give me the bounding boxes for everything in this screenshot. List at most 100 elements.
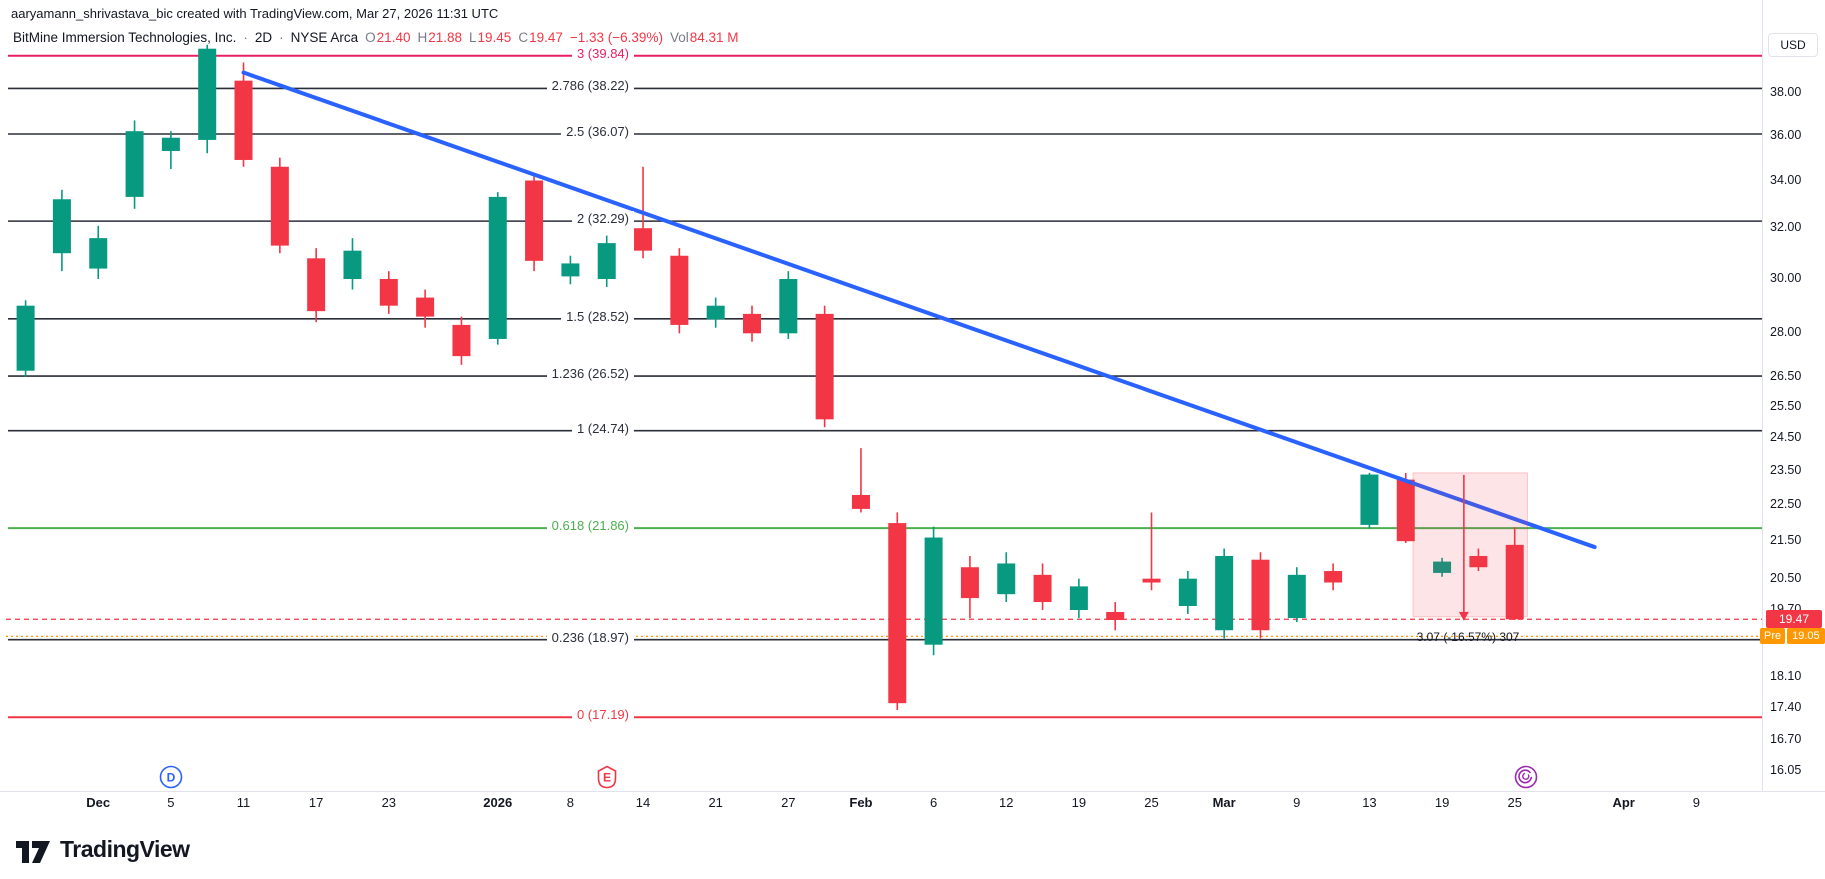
candle-body xyxy=(125,131,144,197)
candle-body xyxy=(1396,479,1415,542)
time-tick-label: 25 xyxy=(1144,795,1159,810)
time-tick-label: 25 xyxy=(1507,795,1522,810)
candle-body xyxy=(452,324,471,357)
candle-body xyxy=(597,243,616,280)
candle-body xyxy=(1251,559,1270,631)
candle-body xyxy=(997,563,1016,595)
change-value: −1.33 (−6.39%) xyxy=(569,30,663,45)
low-value: L 19.45 xyxy=(469,30,512,45)
price-tick-label: 16.05 xyxy=(1770,763,1802,778)
price-tick-label: 26.50 xyxy=(1770,368,1802,383)
time-tick-label: 19 xyxy=(1071,795,1087,810)
price-tick-label: 32.00 xyxy=(1770,220,1802,235)
candle-body xyxy=(670,255,689,325)
candle-body xyxy=(52,199,71,254)
candle-body xyxy=(1069,586,1088,610)
time-tick-label: 19 xyxy=(1434,795,1450,810)
measurement-label: 3.07 (-16.57%) 307 xyxy=(1416,630,1520,644)
open-value: O 21.40 xyxy=(365,30,411,45)
time-tick-label: Apr xyxy=(1612,795,1635,810)
candle-body xyxy=(1215,555,1234,631)
price-tick-label: 38.00 xyxy=(1770,84,1802,99)
tradingview-logo[interactable]: TradingView xyxy=(14,834,190,864)
candle-body xyxy=(815,313,834,420)
high-value: H 21.88 xyxy=(417,30,463,45)
candle-body xyxy=(1142,578,1161,583)
interval-label[interactable]: 2D xyxy=(254,30,273,45)
time-tick-label: 8 xyxy=(566,795,574,810)
price-tick-label: 17.40 xyxy=(1770,699,1802,714)
candle-body xyxy=(161,137,180,151)
price-tick-label: 21.50 xyxy=(1770,533,1802,548)
candle-body xyxy=(307,258,326,312)
time-tick-label: 9 xyxy=(1293,795,1301,810)
symbol-title[interactable]: BitMine Immersion Technologies, Inc. xyxy=(13,30,237,45)
candle-body xyxy=(706,305,725,320)
candle-body xyxy=(270,166,289,246)
svg-text:E: E xyxy=(603,771,611,785)
price-tick-label: 34.00 xyxy=(1770,172,1802,187)
candle-body xyxy=(343,250,362,280)
time-tick-label: 9 xyxy=(1692,795,1700,810)
candle-body xyxy=(525,180,544,261)
time-tick-label: 14 xyxy=(635,795,651,810)
premarket-tag: Pre xyxy=(1760,628,1786,644)
time-tick-label: Feb xyxy=(849,795,873,810)
candle-body xyxy=(561,263,580,277)
candle-body xyxy=(960,567,979,599)
candle-body xyxy=(1505,544,1524,620)
earnings-marker-icon[interactable]: E xyxy=(594,764,620,790)
chart-legend: BitMine Immersion Technologies, Inc. · 2… xyxy=(13,30,739,45)
candle-body xyxy=(888,523,907,704)
time-tick-label: 11 xyxy=(236,795,251,810)
candle-body xyxy=(1178,578,1197,607)
premarket-price: 19.05 xyxy=(1787,628,1825,644)
time-tick-label: 2026 xyxy=(483,795,513,810)
price-tick-label: 23.50 xyxy=(1770,463,1802,478)
candle-body xyxy=(1287,574,1306,619)
last-price-badge: 19.47 xyxy=(1766,610,1822,628)
close-value: C 19.47 xyxy=(518,30,563,45)
tradingview-wordmark: TradingView xyxy=(60,835,190,862)
time-tick-label: 23 xyxy=(381,795,397,810)
candle-body xyxy=(1360,474,1379,525)
tradingview-logo-mark xyxy=(16,841,50,863)
candle-body xyxy=(89,238,108,269)
candle-body xyxy=(851,494,870,509)
candle-body xyxy=(488,196,507,339)
price-tick-label: 22.50 xyxy=(1770,497,1802,512)
time-tick-label: Mar xyxy=(1212,795,1236,810)
measurement-box[interactable] xyxy=(1412,472,1528,618)
custom-event-marker-icon[interactable] xyxy=(1513,764,1539,790)
volume-value: Vol 84.31 M xyxy=(669,30,739,45)
candle-body xyxy=(1433,561,1452,573)
time-tick-label: 17 xyxy=(308,795,324,810)
candle-body xyxy=(779,279,798,334)
candle-body xyxy=(234,80,253,160)
price-tick-label: 36.00 xyxy=(1770,127,1802,142)
price-tick-label: 16.70 xyxy=(1770,732,1802,746)
candle-body xyxy=(1033,574,1052,603)
time-tick-label: Dec xyxy=(86,795,111,810)
candle-body xyxy=(634,228,653,251)
candle-body xyxy=(379,279,398,306)
trendline[interactable] xyxy=(241,70,1597,550)
attribution-text: aaryamann_shrivastava_bic created with T… xyxy=(11,6,499,21)
legend-separator: · xyxy=(243,30,248,45)
time-tick-label: 13 xyxy=(1362,795,1377,810)
candle-body xyxy=(1324,571,1343,583)
time-tick-label: 5 xyxy=(167,795,175,810)
legend-separator: · xyxy=(279,30,284,45)
candle-body xyxy=(198,48,217,140)
price-tick-label: 30.00 xyxy=(1770,271,1802,285)
exchange-label: NYSE Arca xyxy=(290,30,359,45)
measurement-arrowhead xyxy=(1458,611,1469,621)
candle-body xyxy=(416,297,435,317)
currency-toggle[interactable]: USD xyxy=(1768,33,1818,57)
candle-body xyxy=(743,313,761,334)
time-tick-label: 6 xyxy=(929,795,938,810)
dividend-marker-icon[interactable]: D xyxy=(158,764,184,790)
time-tick-label: 12 xyxy=(999,795,1014,810)
price-tick-label: 20.50 xyxy=(1770,570,1802,585)
